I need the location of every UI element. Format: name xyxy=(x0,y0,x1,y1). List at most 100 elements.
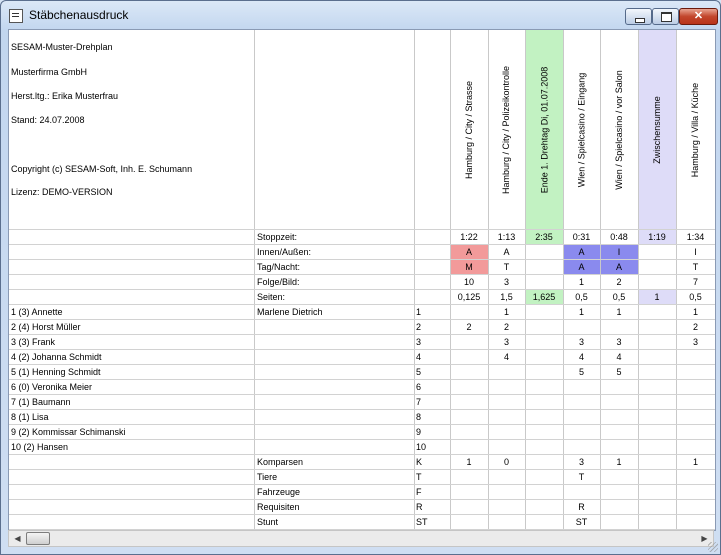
cast-role-name[interactable]: 7 (1) Baumann xyxy=(11,397,71,407)
value-cell[interactable]: 4 xyxy=(503,352,509,362)
value-cell[interactable]: R xyxy=(578,502,585,512)
cast-code: 7 xyxy=(416,397,422,407)
stick-report-grid[interactable]: SESAM-Muster-Drehplan Musterfirma GmbH Her… xyxy=(8,29,716,531)
grid-row-divider xyxy=(9,529,715,530)
cell-highlight xyxy=(564,260,600,274)
value-cell[interactable]: 5 xyxy=(578,367,584,377)
value-cell[interactable]: 1 xyxy=(578,277,584,287)
value-cell[interactable]: ST xyxy=(575,517,588,527)
value-cell[interactable]: A xyxy=(578,247,585,257)
resize-grip-icon[interactable] xyxy=(708,542,718,552)
value-cell[interactable]: 0,5 xyxy=(575,292,588,302)
grid-row-divider xyxy=(9,454,715,455)
cast-role-name[interactable]: 9 (2) Kommissar Schimanski xyxy=(11,427,126,437)
cast-role-name[interactable]: 8 (1) Lisa xyxy=(11,412,49,422)
value-cell[interactable]: 2 xyxy=(692,322,698,332)
window-app-icon xyxy=(9,9,23,23)
scroll-left-arrow-icon[interactable]: ◀ xyxy=(14,534,21,543)
grid-row-divider xyxy=(9,334,715,335)
cast-role-name[interactable]: 2 (4) Horst Müller xyxy=(11,322,81,332)
cast-code: R xyxy=(416,502,423,512)
value-cell[interactable]: 1,625 xyxy=(532,292,556,302)
value-cell[interactable]: A xyxy=(465,247,472,257)
cast-code: T xyxy=(416,472,422,482)
value-cell[interactable]: 1 xyxy=(616,457,622,467)
value-cell[interactable]: 0,125 xyxy=(457,292,481,302)
value-cell[interactable]: 1 xyxy=(466,457,472,467)
value-cell[interactable]: 4 xyxy=(578,352,584,362)
value-cell[interactable]: 1 xyxy=(654,292,660,302)
value-cell[interactable]: T xyxy=(503,262,510,272)
value-cell[interactable]: T xyxy=(578,472,585,482)
value-cell[interactable]: 2 xyxy=(616,277,622,287)
column-header-scene[interactable]: Wien / Spielcasino / Eingang xyxy=(563,30,600,229)
value-cell[interactable]: 3 xyxy=(578,337,584,347)
value-cell[interactable]: T xyxy=(692,262,699,272)
value-cell[interactable]: 10 xyxy=(463,277,474,287)
value-cell[interactable]: 0:48 xyxy=(610,232,628,242)
minimize-icon xyxy=(635,18,645,23)
value-cell[interactable]: 7 xyxy=(692,277,698,287)
value-cell[interactable]: 3 xyxy=(503,277,509,287)
cast-actor-name: Tiere xyxy=(257,472,278,482)
value-cell[interactable]: 1,5 xyxy=(500,292,513,302)
column-header-scene[interactable]: Wien / Spielcasino / vor Salon xyxy=(600,30,638,229)
grid-row-divider xyxy=(9,409,715,410)
cast-code: 1 xyxy=(416,307,422,317)
cast-role-name[interactable]: 10 (2) Hansen xyxy=(11,442,69,452)
cast-role-name[interactable]: 5 (1) Henning Schmidt xyxy=(11,367,101,377)
value-cell[interactable]: 1:22 xyxy=(460,232,478,242)
value-cell[interactable]: 1 xyxy=(578,307,584,317)
value-cell[interactable]: 3 xyxy=(503,337,509,347)
scrollbar-thumb[interactable] xyxy=(26,532,50,545)
value-cell[interactable]: 3 xyxy=(578,457,584,467)
value-cell[interactable]: 1:13 xyxy=(497,232,516,242)
value-cell[interactable]: A xyxy=(615,262,622,272)
cast-code: K xyxy=(416,457,423,467)
value-cell[interactable]: 2:35 xyxy=(535,232,553,242)
scroll-right-arrow-icon[interactable]: ▶ xyxy=(701,534,708,543)
grid-row-divider xyxy=(9,484,715,485)
value-cell[interactable]: 1 xyxy=(692,457,698,467)
column-header-scene[interactable]: Hamburg / City / Strasse xyxy=(450,30,488,229)
column-header-scene[interactable]: Hamburg / Villa / Küche xyxy=(676,30,715,229)
horizontal-scrollbar[interactable]: ◀ ▶ xyxy=(8,530,714,547)
minimize-button[interactable] xyxy=(625,8,652,25)
grid-column-divider xyxy=(676,30,677,529)
value-cell[interactable]: A xyxy=(578,262,585,272)
cast-role-name[interactable]: 1 (3) Annette xyxy=(11,307,63,317)
value-cell[interactable]: 0:31 xyxy=(572,232,591,242)
cast-role-name[interactable]: 3 (3) Frank xyxy=(11,337,56,347)
cast-role-name[interactable]: 4 (2) Johanna Schmidt xyxy=(11,352,102,362)
column-header-scene[interactable]: Hamburg / City / Polizeikontrolle xyxy=(488,30,525,229)
value-cell[interactable]: 4 xyxy=(616,352,622,362)
value-cell[interactable]: 0,5 xyxy=(612,292,626,302)
cast-code: 8 xyxy=(416,412,422,422)
value-cell[interactable]: 5 xyxy=(616,367,622,377)
maximize-button[interactable] xyxy=(652,8,679,25)
grid-column-divider xyxy=(414,30,415,529)
value-cell[interactable]: 1:19 xyxy=(648,232,666,242)
title-bar[interactable]: Stäbchenausdruck ✕ xyxy=(1,1,720,29)
column-header-scene[interactable]: Ende 1. Drehtag Di, 01.07.2008 xyxy=(525,30,563,229)
cast-role-name[interactable]: 6 (0) Veronika Meier xyxy=(11,382,93,392)
value-cell[interactable]: I xyxy=(617,247,621,257)
value-cell[interactable]: 1:34 xyxy=(686,232,705,242)
value-cell[interactable]: A xyxy=(503,247,510,257)
value-cell[interactable]: 2 xyxy=(503,322,509,332)
value-cell[interactable]: 0,5 xyxy=(689,292,702,302)
value-cell[interactable]: 2 xyxy=(466,322,472,332)
cast-code: F xyxy=(416,487,422,497)
column-header-scene[interactable]: Zwischensumme xyxy=(638,30,676,229)
value-cell[interactable]: I xyxy=(694,247,697,257)
value-cell[interactable]: 3 xyxy=(616,337,622,347)
value-cell[interactable]: 1 xyxy=(503,307,509,317)
value-cell[interactable]: 3 xyxy=(692,337,698,347)
close-button[interactable]: ✕ xyxy=(679,8,718,25)
value-cell[interactable]: 0 xyxy=(503,457,509,467)
value-cell[interactable]: M xyxy=(465,262,473,272)
maximize-icon xyxy=(661,12,672,22)
value-cell[interactable]: 1 xyxy=(692,307,698,317)
value-cell[interactable]: 1 xyxy=(616,307,622,317)
cast-code: 2 xyxy=(416,322,422,332)
